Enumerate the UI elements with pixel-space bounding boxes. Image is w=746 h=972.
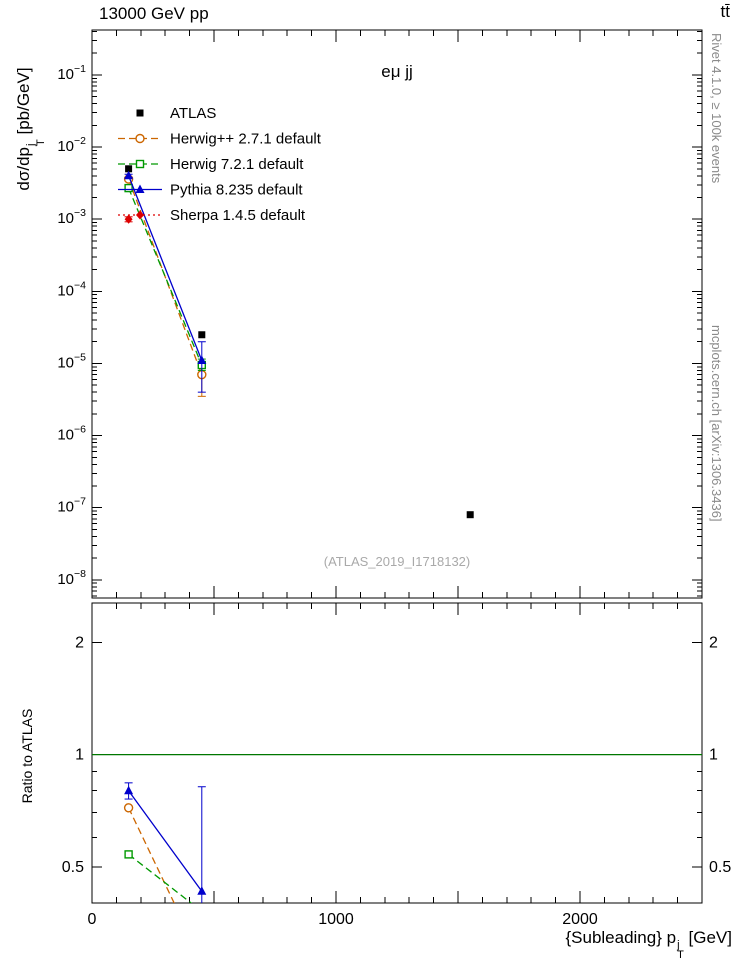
legend-label: ATLAS	[170, 105, 216, 122]
legend-label: Herwig++ 2.7.1 default	[170, 131, 322, 148]
main-plot-frame	[91, 29, 703, 599]
data-point-marker	[124, 170, 134, 180]
data-point-marker	[125, 165, 133, 173]
legend-item-herwig-7-2-1-default: Herwig 7.2.1 default	[118, 156, 304, 173]
legend-marker	[135, 159, 145, 169]
process-label: tt̄	[720, 2, 730, 21]
rivet-version-note: Rivet 4.1.0, ≥ 100k events	[709, 33, 724, 184]
data-point-marker	[124, 850, 133, 859]
data-point-marker	[124, 214, 133, 224]
series-line	[128, 853, 193, 903]
y-tick-label: 10−7	[57, 496, 86, 516]
ratio-plot-frame	[91, 602, 703, 904]
observable-title: eμ jj	[381, 62, 413, 81]
x-tick-label: 2000	[562, 911, 598, 928]
y-tick-label: 10−8	[57, 568, 86, 588]
legend-item-pythia-8-235-default: Pythia 8.235 default	[118, 182, 303, 199]
ratio-axis-title: Ratio to ATLAS	[19, 708, 35, 804]
y-tick-label: 10−6	[57, 424, 86, 444]
series-pythia-8-235-default	[124, 782, 207, 903]
legend-marker	[135, 133, 145, 144]
series-line	[128, 790, 203, 892]
y-tick-label: 10−3	[57, 207, 86, 227]
y-axis-title-prefix: dσ/dp	[14, 146, 33, 191]
series-line	[127, 175, 203, 361]
data-point-marker	[197, 886, 207, 895]
y-tick-label: 10−2	[57, 135, 86, 155]
data-point-marker	[123, 803, 134, 813]
series-sherpa-1-4-5-default	[124, 214, 133, 224]
ratio-tick-label-right: 2	[709, 634, 718, 651]
data-point-marker	[197, 355, 207, 364]
legend-item-herwig-2-7-1-default: Herwig++ 2.7.1 default	[118, 131, 322, 148]
y-tick-label: 10−4	[57, 279, 86, 299]
x-axis-title-suffix: [GeV]	[683, 928, 732, 947]
ratio-tick-label-right: 0.5	[709, 859, 731, 876]
legend-label: Pythia 8.235 default	[170, 182, 303, 199]
x-tick-label: 1000	[318, 911, 354, 928]
data-point-marker	[124, 183, 133, 193]
legend-marker	[136, 210, 144, 220]
data-point-marker	[198, 957, 206, 965]
series-herwig-2-7-1-default	[123, 803, 206, 965]
collision-energy-label: 13000 GeV pp	[99, 4, 209, 23]
ratio-tick-label-left: 0.5	[62, 859, 84, 876]
y-tick-label: 10−5	[57, 351, 86, 371]
y-tick-label: 10−1	[57, 63, 86, 83]
legend-label: Herwig 7.2.1 default	[170, 156, 304, 173]
ratio-tick-label-left: 1	[75, 747, 84, 764]
x-axis-title-prefix: {Subleading} p	[565, 928, 677, 947]
series-line	[128, 807, 175, 903]
data-point-marker	[198, 908, 205, 915]
x-axis-title-sub: T	[677, 949, 684, 961]
legend-item-sherpa-1-4-5-default: Sherpa 1.4.5 default	[118, 207, 306, 224]
series-pythia-8-235-default	[124, 170, 207, 393]
y-axis-title-suffix: [pb/GeV]	[14, 67, 33, 140]
ratio-tick-label-right: 1	[709, 747, 718, 764]
x-axis-title-sup: j	[677, 939, 680, 951]
x-tick-label: 0	[88, 911, 97, 928]
legend-marker	[135, 184, 145, 193]
legend-label: Sherpa 1.4.5 default	[170, 207, 306, 224]
y-axis-title-sub: T	[35, 139, 47, 146]
y-axis-title: dσ/dp j T [pb/GeV]	[14, 0, 47, 259]
legend-marker	[136, 109, 144, 117]
ratio-tick-label-left: 2	[75, 634, 84, 651]
legend-item-atlas: ATLAS	[136, 105, 216, 122]
data-point-marker	[124, 785, 134, 795]
series-atlas	[125, 165, 474, 519]
analysis-watermark: (ATLAS_2019_I1718132)	[323, 554, 471, 569]
mcplots-reference-note: mcplots.cern.ch [arXiv:1306.3436]	[709, 325, 724, 522]
series-herwig-7-2-1-default	[124, 850, 205, 915]
data-point-marker	[198, 331, 206, 339]
series-line	[127, 187, 203, 366]
data-point-marker	[466, 511, 474, 519]
